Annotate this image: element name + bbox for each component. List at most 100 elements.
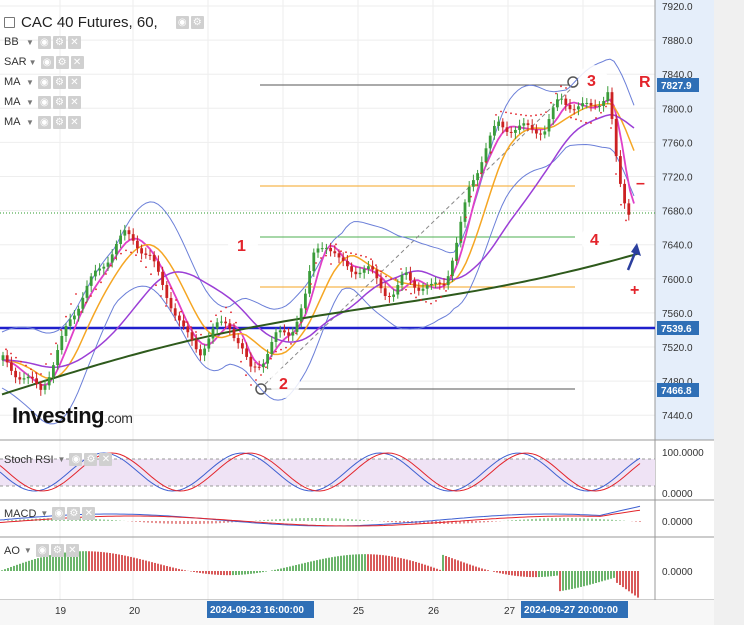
sar-dot [120, 252, 122, 255]
candle-body [425, 285, 429, 289]
settings-icon[interactable]: ⚙ [50, 544, 64, 557]
price-tick-label: 7560.0 [662, 309, 693, 320]
chevron-down-icon[interactable]: ▼ [57, 455, 66, 464]
visibility-icon[interactable]: ◉ [175, 15, 189, 29]
chart-title: CAC 40 Futures, 60, [21, 13, 158, 31]
candle-body [346, 260, 349, 267]
price-tick-label: 7880.0 [662, 36, 693, 47]
sar-dot [210, 320, 212, 323]
legend-ma-3[interactable]: MA ▼ ◉ ⚙ ✕ [4, 114, 83, 130]
visibility-icon[interactable]: ◉ [37, 95, 51, 109]
chevron-down-icon[interactable]: ▼ [40, 509, 49, 518]
sar-dot [40, 373, 42, 375]
collapse-icon[interactable] [4, 16, 15, 28]
chevron-down-icon[interactable]: ▼ [26, 117, 34, 127]
candle-body [52, 365, 55, 378]
sar-dot [95, 288, 97, 291]
legend-sar[interactable]: SAR ▼ ◉ ⚙ ✕ [4, 54, 86, 70]
candle-body [291, 331, 295, 336]
legend-ma-1[interactable]: MA ▼ ◉ ⚙ ✕ [4, 74, 83, 90]
legend-ao[interactable]: AO ▼ ◉ ⚙ ✕ [4, 544, 81, 557]
candle-body [165, 284, 169, 298]
sar-dot [380, 270, 382, 273]
candle-body [102, 266, 106, 269]
visibility-icon[interactable]: ◉ [37, 115, 51, 129]
candle-body [257, 366, 261, 368]
sar-dot [345, 251, 347, 254]
settings-icon[interactable]: ⚙ [67, 507, 81, 520]
close-icon[interactable]: ✕ [67, 95, 81, 109]
close-icon[interactable]: ✕ [99, 453, 113, 466]
close-icon[interactable]: ✕ [67, 35, 81, 49]
sar-dot [490, 151, 492, 154]
sar-dot [55, 342, 57, 345]
sar-dot [410, 292, 412, 295]
candle-body [417, 287, 421, 291]
sar-dot [585, 121, 587, 124]
awesome-oscillator-bars [1, 551, 639, 598]
macd-lines [0, 505, 641, 527]
candle-body [514, 129, 517, 133]
close-icon[interactable]: ✕ [67, 115, 81, 129]
price-axis-area[interactable] [655, 0, 714, 440]
candle-body [119, 235, 122, 244]
settings-icon[interactable]: ⚙ [52, 75, 66, 89]
moving-averages [1, 98, 639, 396]
chevron-down-icon[interactable]: ▼ [23, 546, 32, 555]
close-icon[interactable]: ✕ [65, 544, 79, 557]
sar-dot [375, 264, 377, 267]
settings-icon[interactable]: ⚙ [55, 55, 69, 69]
svg-text:7827.9: 7827.9 [661, 81, 692, 92]
visibility-icon[interactable]: ◉ [35, 544, 49, 557]
fib-trend-line[interactable] [259, 84, 576, 390]
candle-body [413, 280, 416, 288]
chevron-down-icon[interactable]: ▼ [28, 57, 37, 67]
price-tick-label: 7800.0 [662, 104, 693, 115]
visibility-icon[interactable]: ◉ [69, 453, 83, 466]
candle-body [283, 330, 286, 333]
chevron-down-icon[interactable]: ▼ [26, 37, 34, 47]
sar-dot [555, 92, 557, 95]
settings-icon[interactable]: ⚙ [190, 15, 204, 29]
legend-macd[interactable]: MACD ▼ ◉ ⚙ ✕ [4, 507, 97, 520]
svg-text:2: 2 [279, 376, 288, 393]
candle-body [304, 293, 307, 309]
right-scrollbar-track[interactable] [714, 0, 744, 625]
candle-body [236, 338, 240, 344]
ma-slow-line [1, 114, 635, 369]
legend-bb[interactable]: BB ▼ ◉ ⚙ ✕ [4, 34, 83, 50]
sar-dot [130, 251, 132, 254]
candle-body [127, 230, 131, 235]
legend-label: SAR [4, 56, 27, 68]
chevron-down-icon[interactable]: ▼ [26, 77, 34, 87]
settings-icon[interactable]: ⚙ [52, 115, 66, 129]
close-icon[interactable]: ✕ [67, 75, 81, 89]
sar-dot [185, 321, 187, 323]
visibility-icon[interactable]: ◉ [40, 55, 54, 69]
candle-body [451, 260, 454, 277]
visibility-icon[interactable]: ◉ [52, 507, 66, 520]
arrow-up-icon [626, 243, 641, 271]
close-icon[interactable]: ✕ [82, 507, 96, 520]
settings-icon[interactable]: ⚙ [52, 95, 66, 109]
candle-body [627, 203, 631, 215]
close-icon[interactable]: ✕ [70, 55, 84, 69]
sar-dot [525, 114, 527, 117]
visibility-icon[interactable]: ◉ [37, 35, 51, 49]
legend-stoch-rsi[interactable]: Stoch RSI ▼ ◉ ⚙ ✕ [4, 453, 114, 466]
visibility-icon[interactable]: ◉ [37, 75, 51, 89]
sar-dot [280, 348, 282, 351]
sar-dot [310, 283, 312, 285]
sar-dot [560, 85, 562, 88]
sar-dot [610, 127, 612, 129]
time-label: 20 [129, 606, 141, 617]
settings-icon[interactable]: ⚙ [52, 35, 66, 49]
candle-body [392, 294, 395, 297]
fib-anchor-high[interactable] [567, 76, 579, 88]
chevron-down-icon[interactable]: ▼ [26, 97, 34, 107]
macd-signal-line [0, 509, 641, 527]
legend-ma-2[interactable]: MA ▼ ◉ ⚙ ✕ [4, 94, 83, 110]
candle-body [312, 252, 316, 272]
settings-icon[interactable]: ⚙ [84, 453, 98, 466]
